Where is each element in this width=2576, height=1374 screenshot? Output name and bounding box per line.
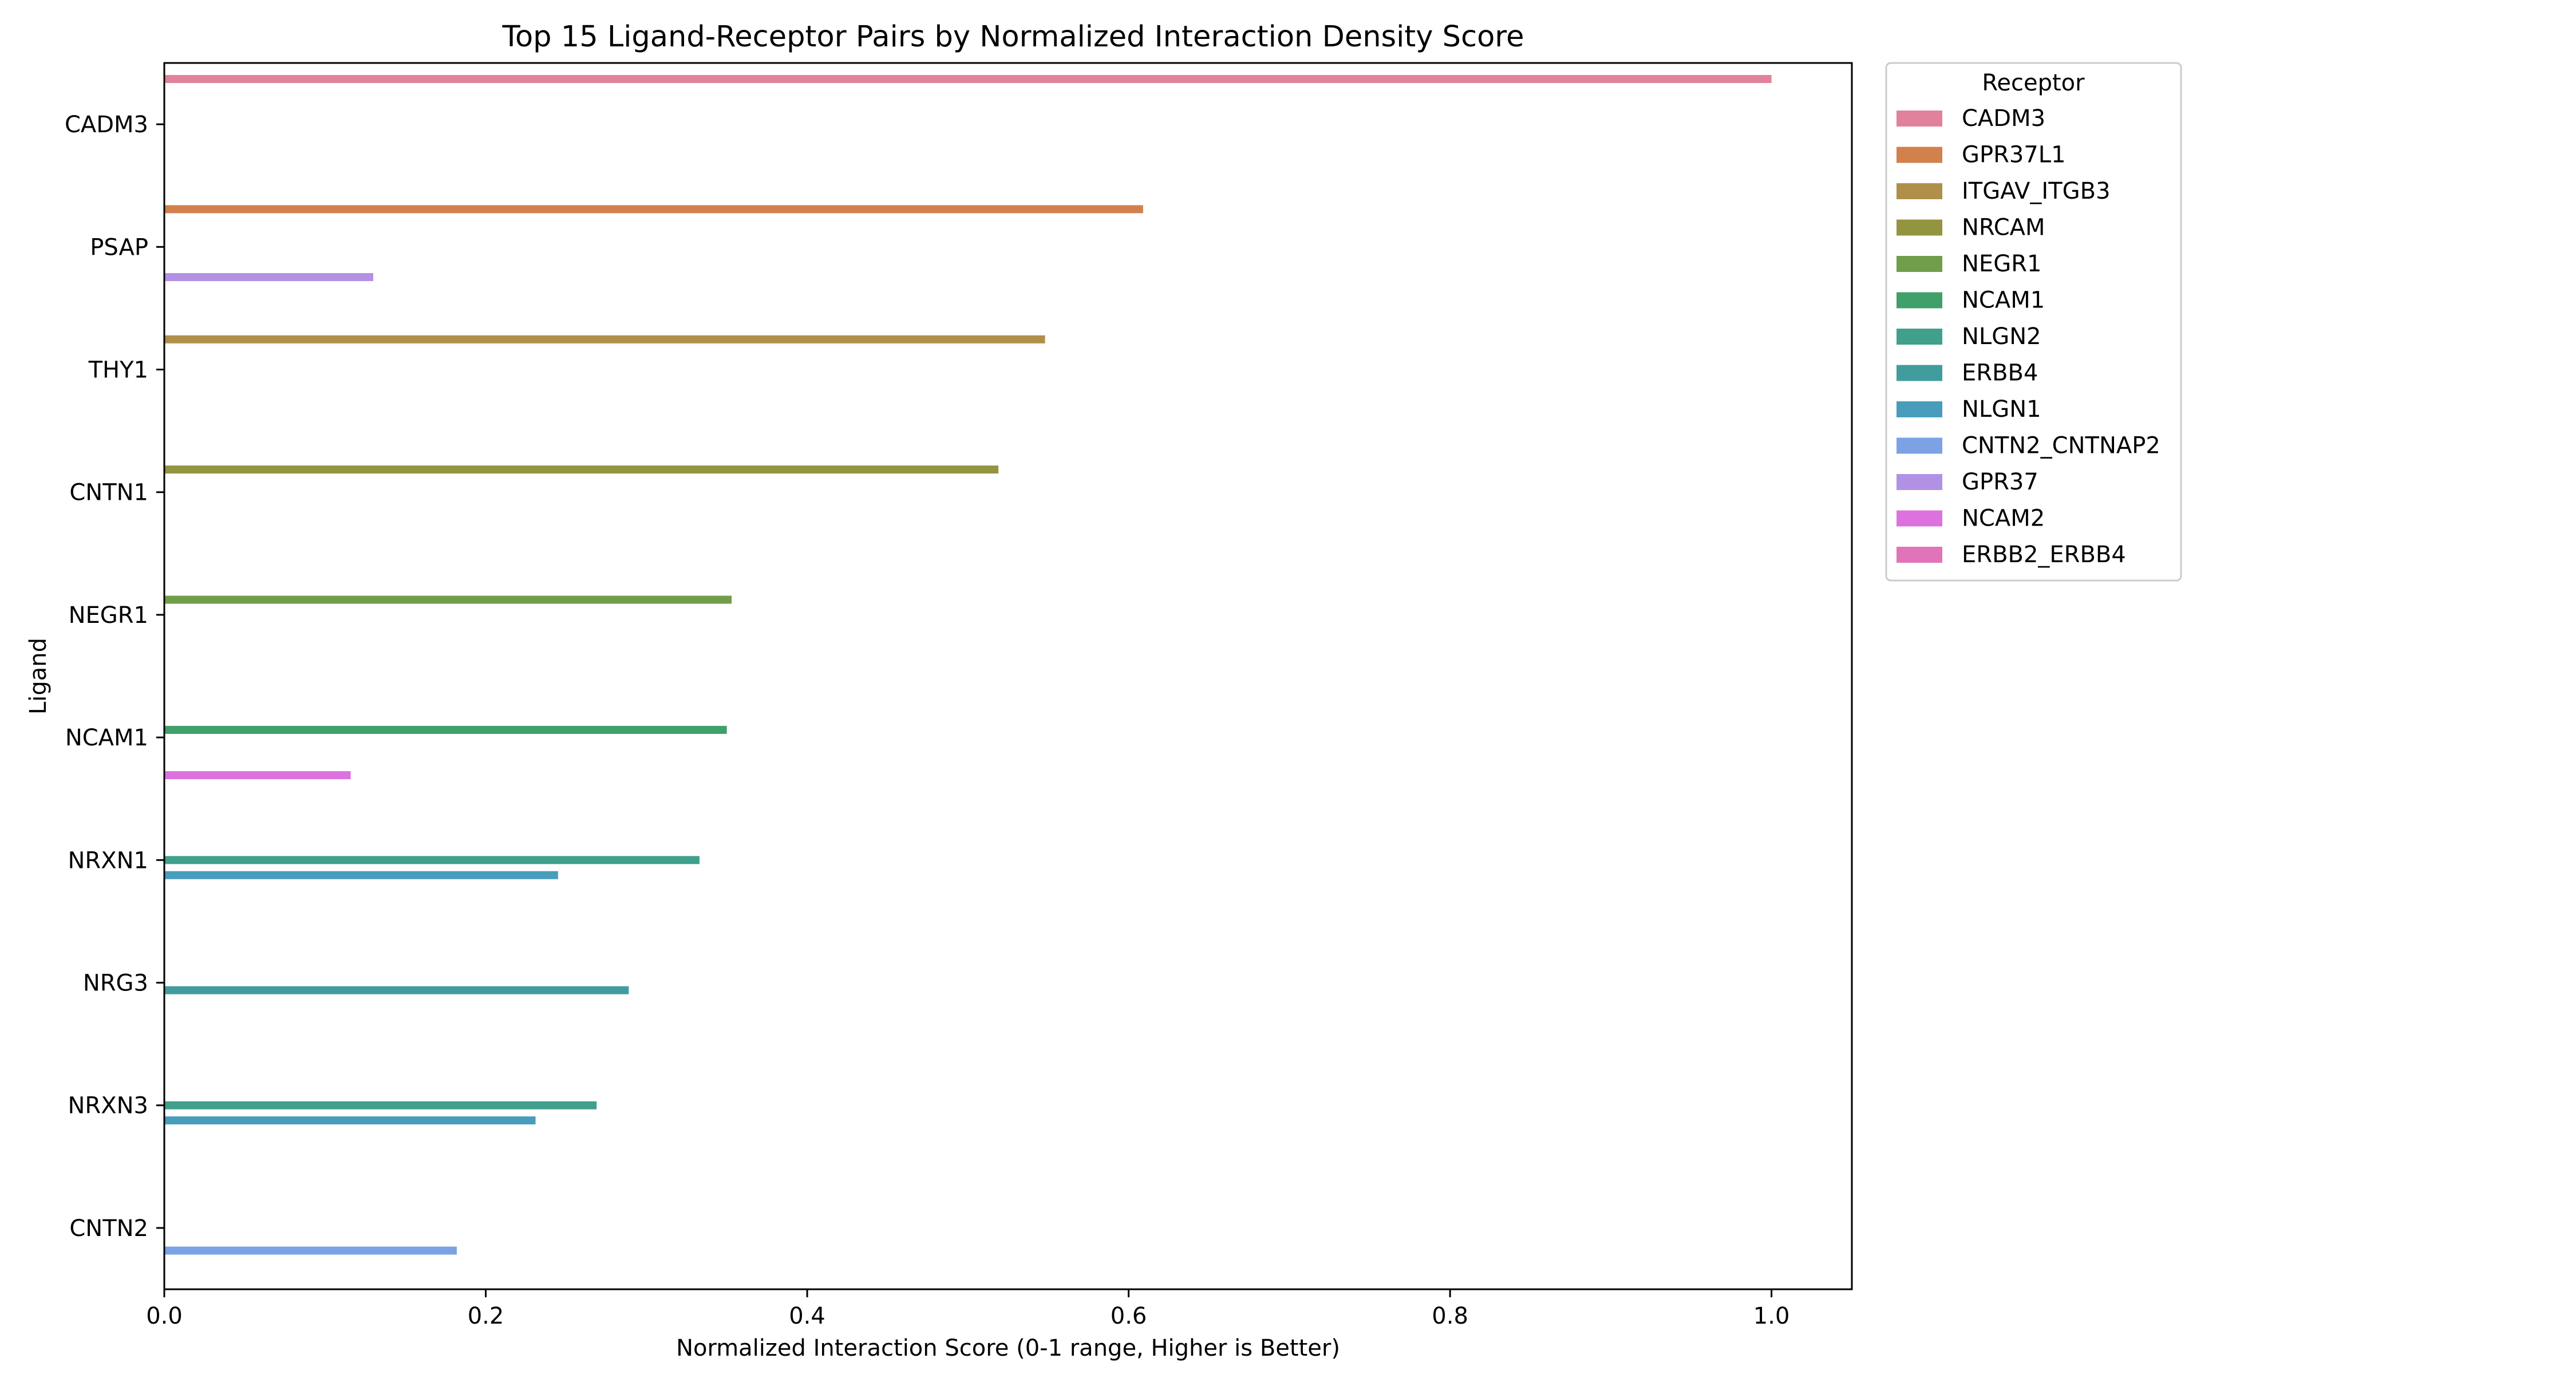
bar-cntn2-cntn2_cntnap2 — [164, 1246, 457, 1255]
legend-swatch-itgav_itgb3 — [1897, 183, 1942, 199]
bar-ncam1-ncam2 — [164, 771, 351, 780]
y-tick-label: PSAP — [90, 234, 148, 260]
x-tick-label: 0.4 — [789, 1303, 825, 1329]
y-tick-label: CADM3 — [65, 112, 148, 138]
y-tick-label: THY1 — [88, 357, 148, 384]
y-tick-label: NRG3 — [83, 970, 148, 997]
y-tick-label: CNTN1 — [69, 480, 148, 506]
x-axis-label: Normalized Interaction Score (0-1 range,… — [676, 1335, 1340, 1361]
legend-swatch-erbb2_erbb4 — [1897, 547, 1942, 563]
legend-swatch-nlgn2 — [1897, 329, 1942, 345]
x-tick-label: 0.8 — [1432, 1303, 1468, 1329]
legend-title: Receptor — [1982, 70, 2085, 96]
bars-layer — [164, 75, 1772, 1255]
chart-title: Top 15 Ligand-Receptor Pairs by Normaliz… — [501, 20, 1524, 54]
legend-swatch-nlgn1 — [1897, 401, 1942, 417]
bar-cadm3-cadm3 — [164, 75, 1772, 84]
x-tick-label: 0.0 — [146, 1303, 183, 1329]
legend-label: NRCAM — [1962, 215, 2045, 241]
x-tick-label: 0.2 — [468, 1303, 504, 1329]
legend-swatch-ncam2 — [1897, 510, 1942, 527]
plot-frame — [163, 62, 1853, 1290]
legend-label: ITGAV_ITGB3 — [1962, 178, 2111, 204]
bar-psap-gpr37l1 — [164, 205, 1143, 214]
legend-swatch-erbb4 — [1897, 365, 1942, 381]
legend-swatch-cadm3 — [1897, 110, 1942, 127]
legend-label: NLGN2 — [1962, 323, 2041, 350]
bar-psap-gpr37 — [164, 273, 373, 282]
y-tick-label: CNTN2 — [69, 1215, 148, 1242]
bar-nrg3-erbb4 — [164, 986, 629, 994]
legend-label: ERBB4 — [1962, 360, 2038, 386]
legend-label: GPR37L1 — [1962, 142, 2066, 168]
x-tick-label: 1.0 — [1753, 1303, 1790, 1329]
bar-thy1-itgav_itgb3 — [164, 335, 1045, 344]
y-tick-label: NEGR1 — [69, 602, 148, 629]
bar-nrxn1-nlgn1 — [164, 871, 558, 879]
legend-swatch-nrcam — [1897, 219, 1942, 236]
bar-nrxn1-nlgn2 — [164, 856, 700, 864]
bar-ncam1-ncam1 — [164, 725, 727, 734]
legend-label: CADM3 — [1962, 105, 2045, 132]
legend: Receptor CADM3 GPR37L1 ITGAV_ITGB3 NRCAM NEG… — [1885, 62, 2182, 582]
legend-label: GPR37 — [1962, 469, 2038, 495]
bar-negr1-negr1 — [164, 595, 732, 604]
legend-label: NLGN1 — [1962, 396, 2041, 423]
legend-label: NCAM1 — [1962, 287, 2045, 314]
legend-swatch-gpr37l1 — [1897, 147, 1942, 163]
y-tick-label: NCAM1 — [65, 725, 148, 751]
legend-items: CADM3 GPR37L1 ITGAV_ITGB3 NRCAM NEGR1 NCAM1 NL… — [1897, 105, 2160, 568]
legend-swatch-ncam1 — [1897, 292, 1942, 309]
y-axis-label: Ligand — [25, 638, 52, 714]
legend-label: NCAM2 — [1962, 506, 2045, 532]
y-axis: CADM3 PSAP THY1 CNTN1 NEGR1 NCAM1 NRXN1 NRG3 NRX… — [65, 112, 164, 1242]
x-axis: 0.0 0.2 0.4 0.6 0.8 1.0 — [146, 1289, 1789, 1329]
legend-swatch-negr1 — [1897, 256, 1942, 272]
legend-swatch-gpr37 — [1897, 474, 1942, 490]
legend-swatch-cntn2_cntnap2 — [1897, 437, 1942, 454]
legend-label: ERBB2_ERBB4 — [1962, 542, 2126, 568]
legend-frame — [1885, 62, 2182, 582]
y-tick-label: NRXN1 — [68, 847, 149, 874]
bar-cntn1-nrcam — [164, 465, 999, 474]
legend-label: CNTN2_CNTNAP2 — [1962, 433, 2160, 459]
y-tick-label: NRXN3 — [68, 1093, 149, 1119]
bar-nrxn3-nlgn1 — [164, 1116, 536, 1125]
legend-label: NEGR1 — [1962, 251, 2041, 277]
bar-nrxn3-nlgn2 — [164, 1101, 597, 1110]
x-tick-label: 0.6 — [1111, 1303, 1147, 1329]
